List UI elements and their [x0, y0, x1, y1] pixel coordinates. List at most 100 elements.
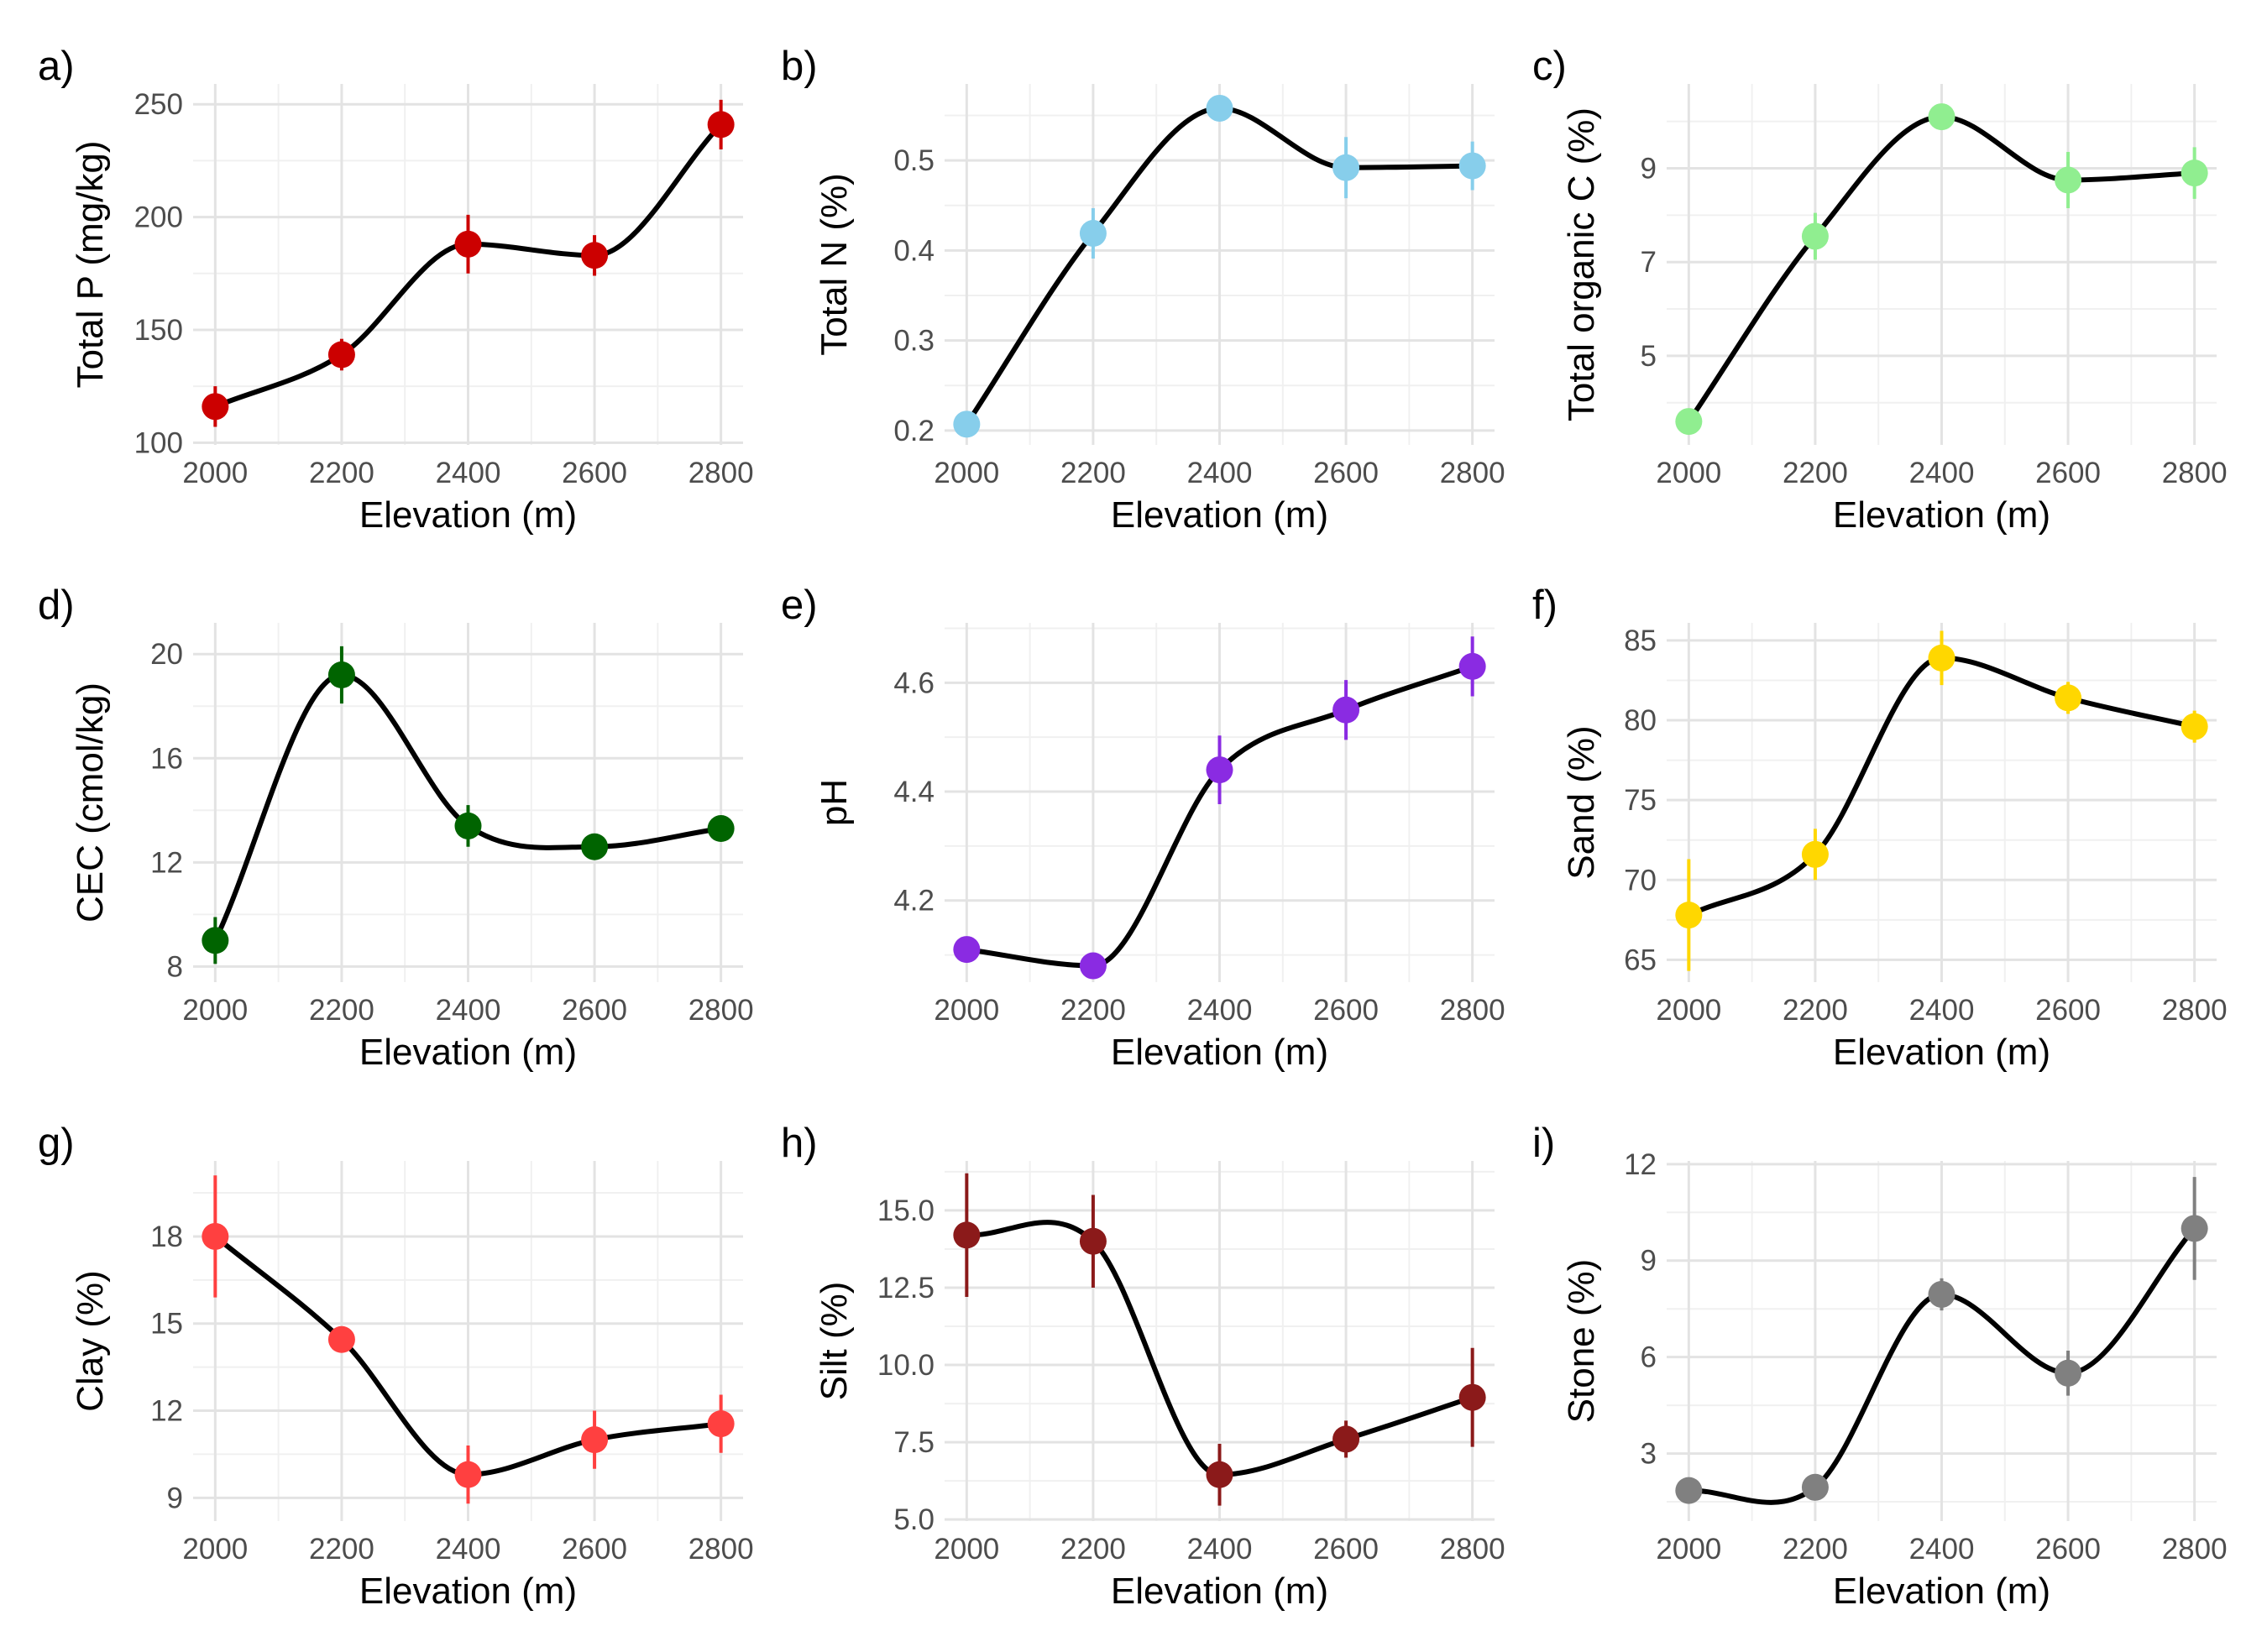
data-point — [2181, 713, 2208, 740]
data-point — [202, 393, 229, 421]
panel-label: f) — [1532, 583, 1558, 628]
data-point — [2055, 684, 2082, 712]
data-point — [707, 1410, 735, 1438]
x-tick-label: 2800 — [688, 457, 754, 489]
x-tick-label: 2800 — [688, 1533, 754, 1566]
data-point — [1801, 222, 1829, 250]
panel-a: 2000 2200 2400 2600 2800 100 150 200 250 Elevatio… — [38, 44, 754, 536]
data-point — [454, 1461, 482, 1488]
x-axis-title: Elevation (m) — [1833, 1032, 2050, 1073]
x-tick-label: 2600 — [2035, 1533, 2101, 1566]
x-tick-label: 2200 — [309, 1533, 374, 1566]
y-tick-label: 85 — [1624, 625, 1657, 657]
data-point — [1206, 756, 1233, 784]
data-point — [1332, 696, 1360, 724]
x-tick-label: 2600 — [562, 1533, 627, 1566]
y-tick-label: 9 — [167, 1482, 183, 1514]
x-tick-label: 2600 — [1313, 994, 1379, 1027]
y-tick-label: 150 — [134, 314, 183, 347]
y-tick-label: 250 — [134, 88, 183, 121]
data-point — [707, 111, 735, 139]
data-point — [1458, 652, 1486, 680]
y-axis-title: Total organic C (%) — [1561, 107, 1602, 421]
data-point — [202, 927, 229, 954]
x-tick-label: 2400 — [1909, 457, 1975, 489]
x-tick-label: 2200 — [1060, 1533, 1126, 1566]
x-axis-title: Elevation (m) — [1111, 1032, 1328, 1073]
data-point — [454, 812, 482, 839]
data-point — [953, 936, 981, 964]
x-tick-label: 2600 — [2035, 457, 2101, 489]
x-tick-label: 2400 — [1187, 1533, 1253, 1566]
y-axis-title: Sand (%) — [1561, 725, 1602, 879]
y-tick-label: 20 — [150, 638, 183, 671]
trend-line — [212, 672, 724, 944]
x-tick-label: 2000 — [1656, 457, 1721, 489]
data-point — [2181, 159, 2208, 187]
data-point — [2055, 166, 2082, 194]
y-tick-label: 70 — [1624, 864, 1657, 897]
y-tick-label: 6 — [1641, 1341, 1657, 1374]
y-tick-label: 3 — [1641, 1438, 1657, 1471]
x-tick-label: 2600 — [562, 994, 627, 1027]
trend-line — [964, 1220, 1475, 1477]
panel-label: h) — [781, 1121, 818, 1166]
x-tick-label: 2200 — [309, 457, 374, 489]
panel-label: a) — [38, 44, 75, 89]
x-axis-title: Elevation (m) — [359, 494, 577, 536]
x-tick-label: 2800 — [688, 994, 754, 1027]
data-point — [1332, 154, 1360, 181]
trend-line — [1686, 655, 2197, 918]
y-tick-label: 10.0 — [877, 1349, 935, 1382]
x-tick-label: 2800 — [1440, 457, 1505, 489]
x-tick-label: 2000 — [1656, 994, 1721, 1027]
panel-e: 2000 2200 2400 2600 2800 4.2 4.4 4.6 Elevation (… — [781, 583, 1505, 1073]
x-axis-title: Elevation (m) — [1111, 1571, 1328, 1612]
data-point — [1675, 902, 1703, 929]
panel-i: 2000 2200 2400 2600 2800 3 6 9 12 Elevation (m) St… — [1532, 1121, 2228, 1612]
panel-label: i) — [1532, 1121, 1555, 1166]
data-point — [1079, 220, 1107, 248]
x-tick-label: 2800 — [2162, 994, 2228, 1027]
data-point — [2055, 1359, 2082, 1387]
x-tick-label: 2000 — [182, 994, 248, 1027]
y-tick-label: 12 — [150, 1395, 183, 1428]
data-point — [327, 661, 355, 689]
x-tick-label: 2800 — [2162, 1533, 2228, 1566]
data-point — [327, 341, 355, 369]
x-tick-label: 2600 — [1313, 1533, 1379, 1566]
y-tick-label: 9 — [1641, 1245, 1657, 1278]
data-point — [1928, 1280, 1955, 1308]
x-axis-title: Elevation (m) — [1833, 494, 2050, 536]
x-tick-label: 2400 — [436, 1533, 501, 1566]
data-point — [1675, 1477, 1703, 1504]
x-tick-label: 2400 — [436, 994, 501, 1027]
y-tick-label: 15 — [150, 1308, 183, 1341]
data-point — [1206, 1461, 1233, 1488]
x-tick-label: 2800 — [1440, 994, 1505, 1027]
data-point — [1458, 152, 1486, 180]
y-tick-label: 100 — [134, 426, 183, 459]
x-tick-label: 2600 — [2035, 994, 2101, 1027]
trend-line — [964, 106, 1475, 427]
y-axis-title: Total N (%) — [814, 173, 855, 356]
data-point — [1206, 94, 1233, 122]
data-point — [1928, 103, 1955, 131]
x-tick-label: 2800 — [1440, 1533, 1505, 1566]
panel-f: 2000 2200 2400 2600 2800 65 70 75 80 85 Elevation … — [1532, 583, 2228, 1073]
y-axis-title: Clay (%) — [70, 1270, 111, 1412]
data-point — [1675, 408, 1703, 436]
y-tick-label: 4.4 — [893, 776, 935, 808]
x-axis-title: Elevation (m) — [359, 1032, 577, 1073]
panel-label: b) — [781, 44, 818, 89]
x-tick-label: 2400 — [436, 457, 501, 489]
y-tick-label: 15.0 — [877, 1195, 935, 1227]
data-point — [327, 1325, 355, 1353]
x-tick-label: 2200 — [1060, 457, 1126, 489]
panel-label: c) — [1532, 44, 1567, 89]
y-tick-label: 7 — [1641, 246, 1657, 279]
x-tick-label: 2200 — [1783, 1533, 1848, 1566]
x-tick-label: 2000 — [934, 457, 999, 489]
y-tick-label: 8 — [167, 950, 183, 983]
